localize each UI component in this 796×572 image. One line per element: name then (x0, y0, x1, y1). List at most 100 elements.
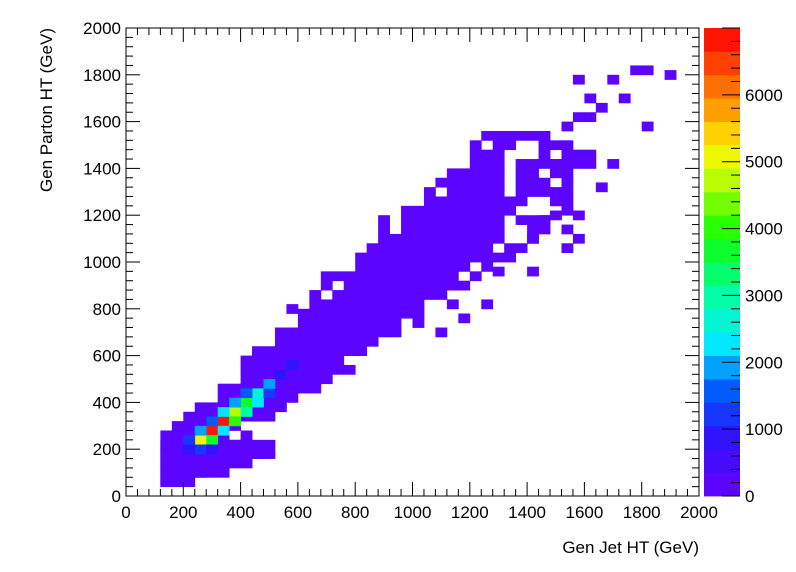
heatmap-cell (435, 196, 448, 207)
heatmap-cell (263, 379, 276, 389)
heatmap-cell (355, 346, 368, 356)
y-tick-label: 600 (93, 347, 121, 366)
heatmap-cell (492, 187, 505, 197)
heatmap-cell (263, 350, 276, 361)
heatmap-cell (469, 159, 482, 169)
heatmap-cell (446, 224, 459, 235)
heatmap-cell (481, 159, 494, 169)
heatmap-cell (446, 215, 459, 225)
heatmap-cell (274, 383, 287, 394)
heatmap-cell (332, 318, 345, 328)
heatmap-cell (538, 224, 551, 235)
heatmap-cell (229, 416, 241, 427)
heatmap-cell (458, 252, 471, 263)
y-tick-label: 1600 (83, 113, 121, 132)
heatmap-cell (309, 336, 322, 347)
heatmap-cell (274, 346, 287, 356)
heatmap-cell (160, 477, 173, 488)
heatmap-cell (229, 449, 241, 459)
heatmap-cell (343, 318, 356, 328)
heatmap-cell (572, 149, 585, 160)
heatmap-cell (458, 215, 471, 225)
colorbar-tick-label: 4000 (745, 220, 783, 239)
heatmap-cell (309, 299, 322, 310)
heatmap-cell (412, 280, 425, 291)
heatmap-cell (446, 262, 459, 272)
heatmap-cell (229, 397, 241, 408)
heatmap-cell (389, 233, 402, 244)
heatmap-cell (160, 467, 173, 478)
heatmap-cell (458, 205, 471, 216)
heatmap-cell (320, 327, 333, 338)
heatmap-cell (320, 364, 333, 375)
heatmap-cell (481, 187, 494, 197)
heatmap-cell (458, 313, 471, 324)
heatmap-cell (320, 308, 333, 319)
heatmap-cell (389, 262, 402, 272)
heatmap-cell (423, 243, 436, 254)
heatmap-cell (252, 388, 264, 399)
colorbar-band (704, 121, 740, 146)
heatmap-cell (561, 187, 574, 197)
heatmap-cell (194, 411, 207, 422)
heatmap-cell (423, 205, 436, 216)
heatmap-cell (504, 196, 517, 207)
heatmap-cell (412, 262, 425, 272)
heatmap-cell (378, 280, 390, 291)
heatmap-cell (217, 416, 230, 427)
heatmap-cell (504, 243, 517, 254)
heatmap-cell (481, 177, 494, 188)
heatmap-cell (378, 271, 390, 282)
heatmap-cell (423, 233, 436, 244)
heatmap-cell (481, 196, 494, 207)
colorbar-tick-label: 6000 (745, 86, 783, 105)
heatmap-cell (378, 308, 390, 319)
heatmap-cell (527, 266, 539, 277)
y-axis-ticks: 0 200 400 600 800 1000 1200 1400 1600 1800 2000 (83, 19, 699, 506)
heatmap-cell (481, 215, 494, 225)
heatmap-cell (240, 397, 253, 408)
heatmap-cell (366, 243, 379, 254)
colorbar-tick-label: 5000 (745, 153, 783, 172)
colorbar-band (704, 145, 740, 169)
heatmap-cell (550, 140, 562, 151)
colorbar-band (704, 449, 740, 473)
colorbar-band (704, 238, 740, 263)
y-tick-label: 2000 (83, 19, 121, 38)
heatmap-cell (274, 355, 287, 366)
heatmap-cell (286, 304, 299, 314)
heatmap-cell (550, 168, 562, 179)
heatmap-cell (343, 299, 356, 310)
heatmap-cell (206, 416, 219, 427)
heatmap-cell (252, 350, 264, 361)
heatmap-cell (423, 271, 436, 282)
heatmap-cell (252, 449, 264, 459)
heatmap-cell (561, 177, 574, 188)
heatmap-cell (343, 290, 356, 300)
x-tick-label: 800 (341, 503, 369, 522)
heatmap-cell (412, 299, 425, 310)
heatmap-cell (504, 205, 517, 216)
heatmap-cell (492, 215, 505, 225)
x-tick-label: 1400 (508, 503, 546, 522)
heatmap-cell (309, 374, 322, 385)
heatmap-cell (469, 205, 482, 216)
heatmap-cell (458, 243, 471, 254)
heatmap-cell (412, 308, 425, 319)
colorbar-band (704, 332, 740, 356)
heatmap-cell (389, 271, 402, 282)
y-tick-label: 1200 (83, 206, 121, 225)
heatmap-cell (561, 168, 574, 179)
heatmap-cell (401, 252, 413, 263)
heatmap-cell (446, 233, 459, 244)
heatmap-cell (183, 421, 196, 431)
heatmap-cell (481, 243, 494, 254)
heatmap-cell (401, 271, 413, 282)
heatmap-cell (412, 205, 425, 216)
heatmap-cell (194, 444, 207, 455)
heatmap-cell (469, 224, 482, 235)
colorbar-band (704, 402, 740, 427)
heatmap-cell (435, 233, 448, 244)
heatmap-cell (515, 243, 528, 254)
heatmap-cell (481, 252, 494, 263)
